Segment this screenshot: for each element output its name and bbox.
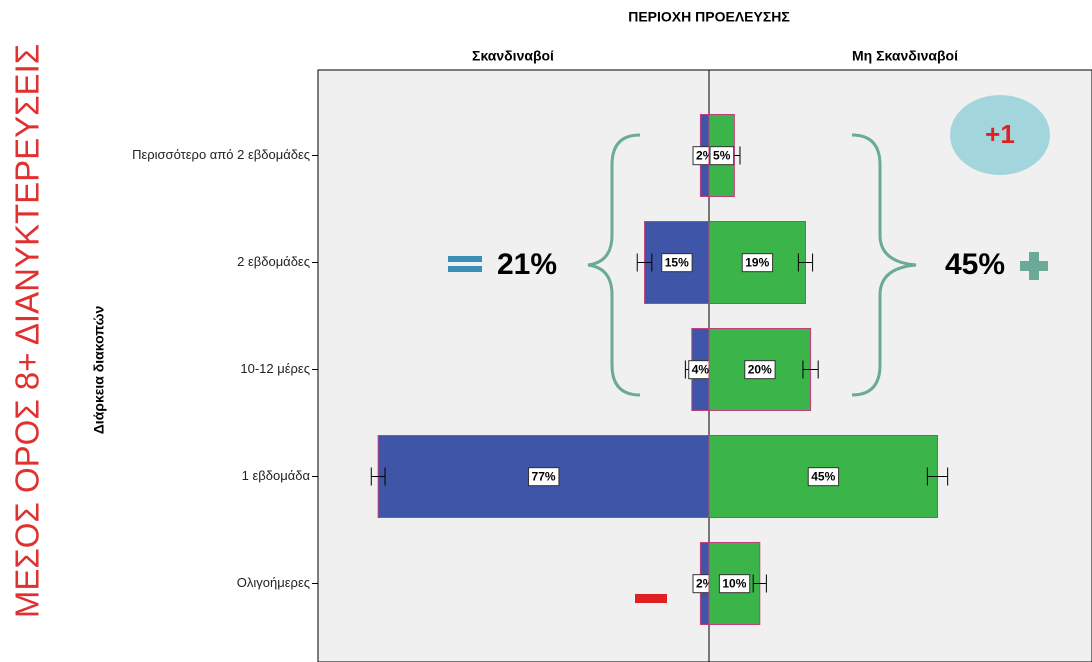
- brace: [851, 133, 917, 397]
- value-label: 4%: [692, 363, 710, 377]
- annotation: 21%: [497, 248, 557, 281]
- equals-icon: [448, 266, 482, 272]
- panel-title: Σκανδιναβοί: [472, 48, 554, 64]
- value-label-box: [718, 574, 751, 594]
- value-label: 15%: [665, 256, 689, 270]
- minus-icon: [635, 594, 667, 603]
- value-label: 5%: [713, 149, 731, 163]
- value-label-box: [741, 253, 774, 273]
- value-label-box: [709, 146, 735, 166]
- y-tick-label: 2 εβδομάδες: [237, 254, 310, 269]
- y-axis-label: Διάρκεια διακοπών: [91, 306, 107, 435]
- value-label: 10%: [722, 577, 746, 591]
- y-tick-label: Περισσότερο από 2 εβδομάδες: [132, 147, 310, 162]
- badge: [950, 95, 1050, 175]
- value-label-box: [744, 360, 776, 380]
- marks: Περισσότερο από 2 εβδομάδες 2 εβδομάδες 10…: [132, 70, 949, 662]
- equals-icon: [448, 256, 482, 262]
- value-label-box: [807, 467, 840, 487]
- annotation: +1: [985, 119, 1015, 149]
- chart-title: ΠΕΡΙΟΧΗ ΠΡΟΕΛΕΥΣΗΣ: [628, 9, 790, 25]
- value-label-box: [528, 467, 560, 487]
- bar: [708, 542, 761, 625]
- value-label: 77%: [532, 470, 556, 484]
- headline: ΜΕΣΟΣ ΟΡΟΣ 8+ ΔΙΑΝΥΚΤΕΡΕΥΣΕΙΣ: [9, 44, 46, 618]
- y-tick-label: 1 εβδομάδα: [242, 468, 311, 483]
- plus-icon: [1020, 252, 1048, 280]
- value-label-box: [661, 253, 693, 273]
- value-label: 20%: [748, 363, 772, 377]
- y-tick-label: 10-12 μέρες: [240, 361, 310, 376]
- y-tick-label: Ολιγοήμερες: [237, 575, 310, 590]
- annotation: 45%: [945, 248, 1005, 281]
- brace: [587, 133, 641, 397]
- value-label: 19%: [745, 256, 769, 270]
- panel-title: Μη Σκανδιναβοί: [852, 48, 958, 64]
- value-label: 45%: [811, 470, 835, 484]
